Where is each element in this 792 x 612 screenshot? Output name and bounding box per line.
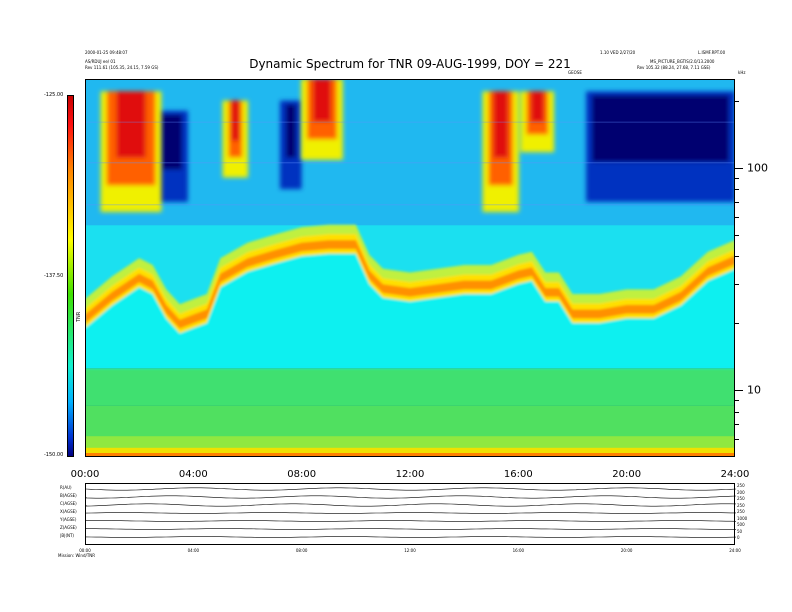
ephemeris-row-label: Y(AGSE) [60, 517, 77, 522]
ephemeris-scale-label: 0 [737, 535, 740, 540]
header-meta-right-line2: MS_PICTURE_BGTIS/2.0/13.2000 [650, 59, 715, 64]
header-meta-line3: Rev 111.61 (105.35, 24.15, 7.59 GS) [85, 65, 159, 70]
x-tick-label: 04:00 [178, 469, 208, 480]
ephemeris-scale-label: 50 [737, 528, 743, 534]
burst-core-1 [231, 100, 240, 141]
ephemeris-x-tick: 04:00 [187, 548, 200, 553]
band-orange-bottom [85, 453, 735, 457]
header-meta-right-b: L.ISMF.RPT.00 [698, 50, 726, 55]
dark-core-2 [592, 95, 729, 162]
colorbar-unit-label: TNR [76, 311, 82, 322]
header-meta-line1: 2000-01-25 09:48:07 [85, 50, 128, 55]
ephemeris-x-tick: 24:00 [729, 548, 741, 553]
ephemeris-row-label: B(AGSE) [60, 493, 77, 498]
y-minor-tick [735, 216, 739, 218]
x-tick-label: 20:00 [612, 469, 642, 480]
ephemeris-scale-label: 250 [737, 509, 745, 514]
y-tick-label: 10 [747, 383, 761, 397]
ephemeris-scale-label: 500 [737, 522, 745, 527]
y-minor-tick [735, 256, 739, 258]
ephemeris-x-tick: 08:00 [295, 548, 308, 553]
ephemeris-x-tick: 20:00 [620, 548, 633, 553]
spectrogram-plot [85, 79, 735, 457]
y-minor-tick [735, 189, 739, 191]
spectrogram-svg [85, 79, 735, 457]
ephemeris-trace-6 [85, 536, 737, 538]
colorbar-label-top: -125.00 [44, 92, 64, 98]
ephemeris-svg [85, 487, 737, 538]
header-meta-right-line3: Rev 105.32 (88.24, 27.68, 7.11 GSE) [637, 65, 711, 70]
ephemeris-panel [85, 483, 737, 545]
ephemeris-trace-3 [85, 512, 736, 514]
y-minor-tick [735, 283, 739, 285]
ephemeris-x-tick: 00:00 [79, 548, 91, 553]
x-tick-label: 12:00 [395, 469, 425, 480]
y-minor-tick [735, 439, 739, 441]
y-minor-tick [735, 202, 739, 203]
header-meta-right-a: 1.10 VED 2/27/20 [600, 50, 636, 55]
dark-core-0 [161, 114, 182, 170]
ephemeris-scale-label: 250 [737, 483, 745, 488]
y-minor-tick [735, 323, 739, 325]
burst-core-2 [313, 79, 331, 122]
ephemeris-x-tick: 16:00 [512, 548, 525, 553]
colorbar-label-bottom: -150.00 [44, 452, 64, 458]
burst-core-4 [530, 91, 544, 122]
ephemeris-scale-label: 250 [737, 496, 745, 501]
y-minor-tick [735, 177, 739, 179]
ephemeris-x-tick: 12:00 [404, 548, 416, 553]
ephemeris-row-label: |B|(NT) [60, 533, 74, 538]
ephemeris-trace-5 [85, 528, 736, 530]
unit-label: kHz [738, 70, 746, 75]
footer-label: Mission: Wind/TNR [58, 553, 96, 558]
ephemeris-trace-4 [85, 520, 737, 522]
plasma-band-orange [85, 240, 735, 329]
x-tick-label: 16:00 [503, 469, 533, 480]
ephemeris-row-label: X(AGSE) [60, 509, 77, 514]
colorbar-label-mid: -137.50 [44, 273, 64, 279]
ephemeris-scale-label: 250 [737, 502, 745, 508]
x-tick-label: 08:00 [287, 469, 317, 480]
colorbar [67, 95, 74, 457]
ephemeris-trace-0 [85, 487, 737, 491]
y-minor-tick [735, 100, 739, 102]
dark-core-1 [286, 104, 296, 158]
ephemeris-scale-label: 1000 [737, 515, 748, 521]
y-tick-mark [735, 167, 743, 169]
x-tick-label: 24:00 [720, 469, 750, 480]
plasma-below-cyan [85, 253, 735, 369]
y-minor-tick [735, 424, 739, 426]
chart-title: Dynamic Spectrum for TNR 09-AUG-1999, DO… [249, 57, 571, 71]
ephemeris-trace-2 [85, 503, 737, 507]
y-minor-tick [735, 234, 739, 236]
y-minor-tick [735, 400, 739, 402]
ephemeris-row-label: R(AU) [60, 485, 72, 490]
ephemeris-row-label: C(AGSE) [60, 501, 77, 506]
header-mid-label: GEOSE [568, 70, 582, 75]
x-tick-label: 00:00 [70, 469, 100, 480]
burst-core-0 [116, 91, 146, 158]
ephemeris-row-label: Z(AGSE) [60, 525, 77, 530]
burst-core-3 [493, 91, 509, 158]
ephemeris-trace-1 [85, 495, 737, 499]
y-tick-mark [735, 390, 743, 392]
band-yellow-bottom [85, 447, 735, 457]
header-meta-line2: AS/RDUJ ee/ 01 [85, 59, 116, 64]
y-minor-tick [735, 411, 739, 413]
y-tick-label: 100 [747, 161, 768, 175]
ephemeris-scale-label: 200 [737, 489, 745, 495]
